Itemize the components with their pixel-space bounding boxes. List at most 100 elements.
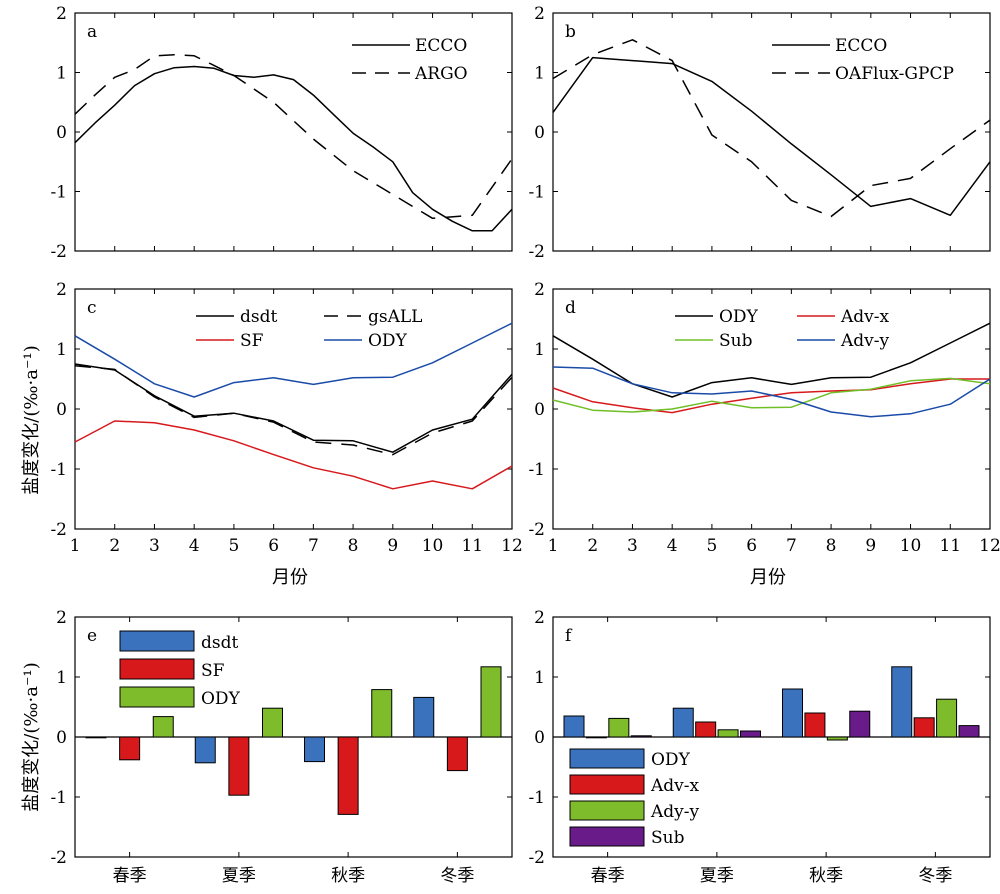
x-tick-label-c: 4	[189, 536, 200, 556]
y-tick-label-f: 2	[534, 608, 545, 628]
panels: -2-1012aECCOARGO-2-1012bECCOOAFlux-GPCP-…	[50, 4, 1000, 886]
bar-f-ody	[782, 688, 803, 738]
legend-label-f: ODY	[651, 750, 691, 770]
plot-frame-b	[552, 12, 991, 252]
bar-e-sf	[228, 736, 250, 796]
legend-label-a: ARGO	[414, 64, 468, 84]
y-tick-label-a: -2	[50, 242, 67, 262]
y-tick-label-b: -1	[528, 183, 545, 203]
y-tick-label-b: 1	[534, 64, 545, 84]
legend-f: ODY Adv-x Ady-y Sub	[569, 748, 700, 848]
legend-swatch-e	[119, 658, 195, 680]
y-tick-label-d: -2	[528, 520, 545, 540]
legend-label-e: dsdt	[201, 633, 238, 653]
x-tick-label-c: 5	[228, 536, 239, 556]
x-category-label-f: 夏季	[700, 866, 734, 886]
y-tick-label-d: 2	[534, 280, 545, 300]
x-tick-label-d: 2	[587, 536, 598, 556]
legend-label-f: Ady-y	[650, 802, 700, 822]
legend-swatch-f	[569, 826, 645, 847]
y-tick-label-f: 0	[534, 728, 545, 748]
legend-label-c: ODY	[368, 331, 408, 351]
x-tick-label-c: 11	[461, 536, 483, 556]
legend-label-a: ECCO	[415, 36, 467, 56]
series-line-c-gsall	[74, 365, 513, 456]
y-tick-label-b: 2	[534, 4, 545, 24]
panel-label-c: c	[87, 298, 97, 318]
series-line-c-sf	[74, 420, 513, 490]
bar-f-adv-x	[913, 717, 935, 738]
bar-e-sf	[337, 736, 359, 815]
bar-f-sub	[849, 710, 871, 738]
x-tick-label-d: 4	[667, 536, 678, 556]
bar-f-ady-y	[936, 698, 958, 738]
y-tick-label-e: -1	[50, 788, 67, 808]
x-tick-label-c: 8	[348, 536, 359, 556]
bar-f-sub	[630, 735, 652, 738]
y-tick-label-f: 1	[534, 668, 545, 688]
x-category-label-f: 冬季	[918, 866, 952, 886]
legend-label-d: ODY	[719, 307, 759, 327]
x-tick-label-d: 7	[786, 536, 797, 556]
x-tick-label-d: 5	[706, 536, 717, 556]
y-tick-label-e: 2	[56, 608, 67, 628]
bar-f-ady-y	[717, 729, 739, 738]
bar-e-dsdt	[194, 736, 216, 764]
x-category-label-f: 秋季	[809, 866, 843, 886]
y-tick-label-c: 2	[56, 280, 67, 300]
panel-label-d: d	[565, 298, 576, 318]
series-line-d-ody	[552, 322, 991, 398]
x-tick-label-c: 12	[501, 536, 523, 556]
x-tick-label-c: 9	[387, 536, 398, 556]
legend-label-d: Adv-y	[840, 331, 890, 351]
bar-e-dsdt	[85, 736, 107, 739]
legend-label-b: ECCO	[835, 36, 887, 56]
y-tick-label-c: -2	[50, 520, 67, 540]
plot-frame-d	[552, 288, 991, 530]
y-tick-label-e: 1	[56, 668, 67, 688]
legend-label-c: gsALL	[368, 307, 422, 327]
y-tick-label-d: 1	[534, 340, 545, 360]
x-tick-label-d: 9	[865, 536, 876, 556]
x-tick-label-d: 10	[900, 536, 922, 556]
legend-a: ECCO ARGO	[352, 36, 468, 84]
y-tick-label-e: 0	[56, 728, 67, 748]
bar-f-ody	[672, 707, 694, 738]
bar-f-sub	[740, 730, 761, 738]
legend-d: ODY Adv-x Sub Adv-y	[675, 307, 890, 351]
legend-swatch-f	[569, 800, 645, 821]
legend-e: dsdt SF ODY	[119, 630, 241, 709]
series-line-a-ecco	[74, 65, 513, 232]
x-tick-label-c: 10	[422, 536, 444, 556]
bar-f-adv-x	[695, 721, 717, 738]
bar-f-adv-x	[804, 712, 826, 738]
y-tick-label-f: -1	[528, 788, 545, 808]
legend-b: ECCO OAFlux-GPCP	[772, 36, 954, 84]
x-category-label-e: 春季	[113, 866, 147, 886]
x-category-label-f: 春季	[591, 866, 625, 886]
legend-label-d: Sub	[719, 331, 753, 351]
x-tick-label-c: 1	[70, 536, 81, 556]
x-tick-label-d: 6	[746, 536, 757, 556]
series-line-d-sub	[552, 377, 991, 413]
legend-label-d: Adv-x	[840, 307, 890, 327]
legend-label-c: SF	[240, 331, 264, 351]
panel-e: -2 -1 0 1 2e 春季 夏季 秋季 冬季 dsdt SF ODY	[50, 608, 513, 886]
y-tick-label-c: 0	[56, 400, 67, 420]
x-axis-title-panel-c: 月份	[272, 567, 308, 588]
x-tick-label-d: 3	[627, 536, 638, 556]
panel-label-f: f	[565, 626, 573, 646]
x-tick-label-d: 8	[826, 536, 837, 556]
x-tick-label-c: 3	[149, 536, 160, 556]
legend-swatch-f	[569, 774, 645, 795]
panel-f: -2 -1 0 1 2f 春季 夏季 秋季 冬季 ODY Adv-x Ady-y Sub	[528, 608, 991, 886]
bar-f-ody	[563, 715, 585, 738]
panel-label-e: e	[87, 626, 97, 646]
bar-e-ody	[480, 666, 502, 738]
legend-label-b: OAFlux-GPCP	[835, 64, 954, 84]
panel-a: -2 -1 0 1 2a ECCO ARGO	[50, 4, 513, 262]
x-tick-label-c: 7	[308, 536, 319, 556]
y-tick-label-f: -2	[528, 848, 545, 868]
